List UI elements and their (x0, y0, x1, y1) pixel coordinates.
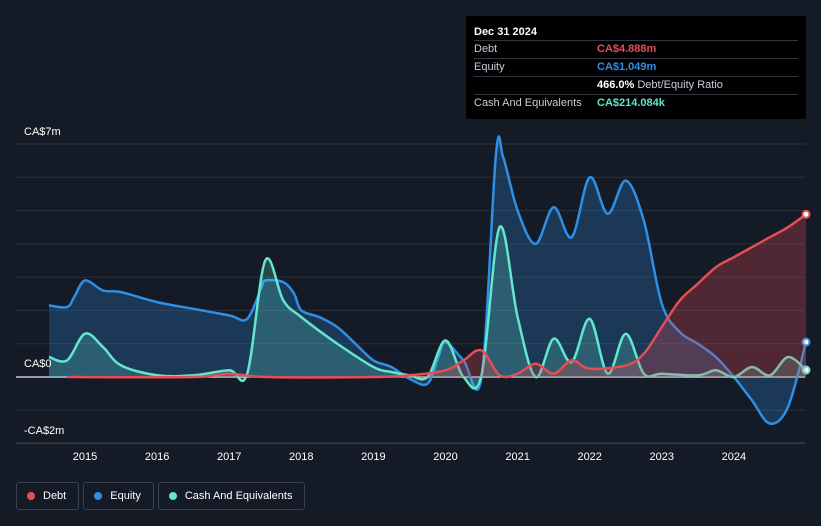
legend: Debt Equity Cash And Equivalents (16, 482, 306, 510)
y-axis-label-zero: CA$0 (24, 358, 52, 370)
tooltip-cash-value: CA$214.084k (597, 97, 665, 109)
tooltip-ratio-row: 466.0% Debt/Equity Ratio (474, 76, 798, 94)
legend-label-debt: Debt (43, 490, 67, 502)
legend-label-equity: Equity (110, 490, 141, 502)
debt-endpoint (801, 209, 811, 219)
tooltip-debt-value: CA$4.888m (597, 43, 657, 55)
cash-line (48, 225, 807, 390)
legend-label-cash: Cash And Equivalents (184, 490, 293, 502)
x-axis-label: 2023 (649, 451, 675, 463)
debt-line (66, 213, 807, 379)
legend-item-cash[interactable]: Cash And Equivalents (157, 482, 306, 510)
cash-area (49, 226, 806, 389)
tooltip-debt-label: Debt (474, 43, 498, 55)
tooltip-debt-row: Debt CA$4.888m (474, 40, 798, 58)
cash-endpoint (801, 365, 811, 375)
x-axis-label: 2020 (433, 451, 458, 463)
debt-area (67, 214, 806, 378)
legend-dot-cash (168, 492, 177, 500)
tooltip-equity-row: Equity CA$1.049m (474, 58, 798, 76)
x-axis-label: 2016 (144, 451, 170, 463)
x-axis-label: 2024 (721, 451, 747, 463)
tooltip-panel: Dec 31 2024 Debt CA$4.888m Equity CA$1.0… (466, 16, 806, 119)
tooltip-ratio-value: 466.0% (597, 79, 635, 91)
x-axis-label: 2018 (289, 451, 314, 463)
x-axis-label: 2015 (72, 451, 98, 463)
tooltip-equity-value: CA$1.049m (597, 61, 657, 73)
equity-endpoint (801, 337, 811, 347)
legend-dot-debt (27, 492, 35, 500)
x-axis-label: 2021 (505, 451, 530, 463)
tooltip-cash-row: Cash And Equivalents CA$214.084k (474, 94, 798, 112)
x-axis-label: 2017 (216, 451, 242, 463)
tooltip-date: Dec 31 2024 (474, 26, 537, 38)
x-axis-label: 2019 (361, 451, 386, 463)
legend-dot-equity (94, 492, 103, 500)
tooltip-ratio-label: Debt/Equity Ratio (637, 79, 723, 91)
tooltip-cash-label: Cash And Equivalents (474, 97, 582, 109)
legend-item-equity[interactable]: Equity (83, 482, 154, 510)
equity-area (49, 136, 806, 424)
legend-item-debt[interactable]: Debt (16, 482, 80, 510)
y-axis-label-bottom: -CA$2m (24, 425, 65, 437)
x-axis-label: 2022 (577, 451, 602, 463)
tooltip-equity-label: Equity (474, 61, 505, 73)
series-layer (48, 135, 811, 426)
y-axis-label-top: CA$7m (24, 126, 61, 138)
